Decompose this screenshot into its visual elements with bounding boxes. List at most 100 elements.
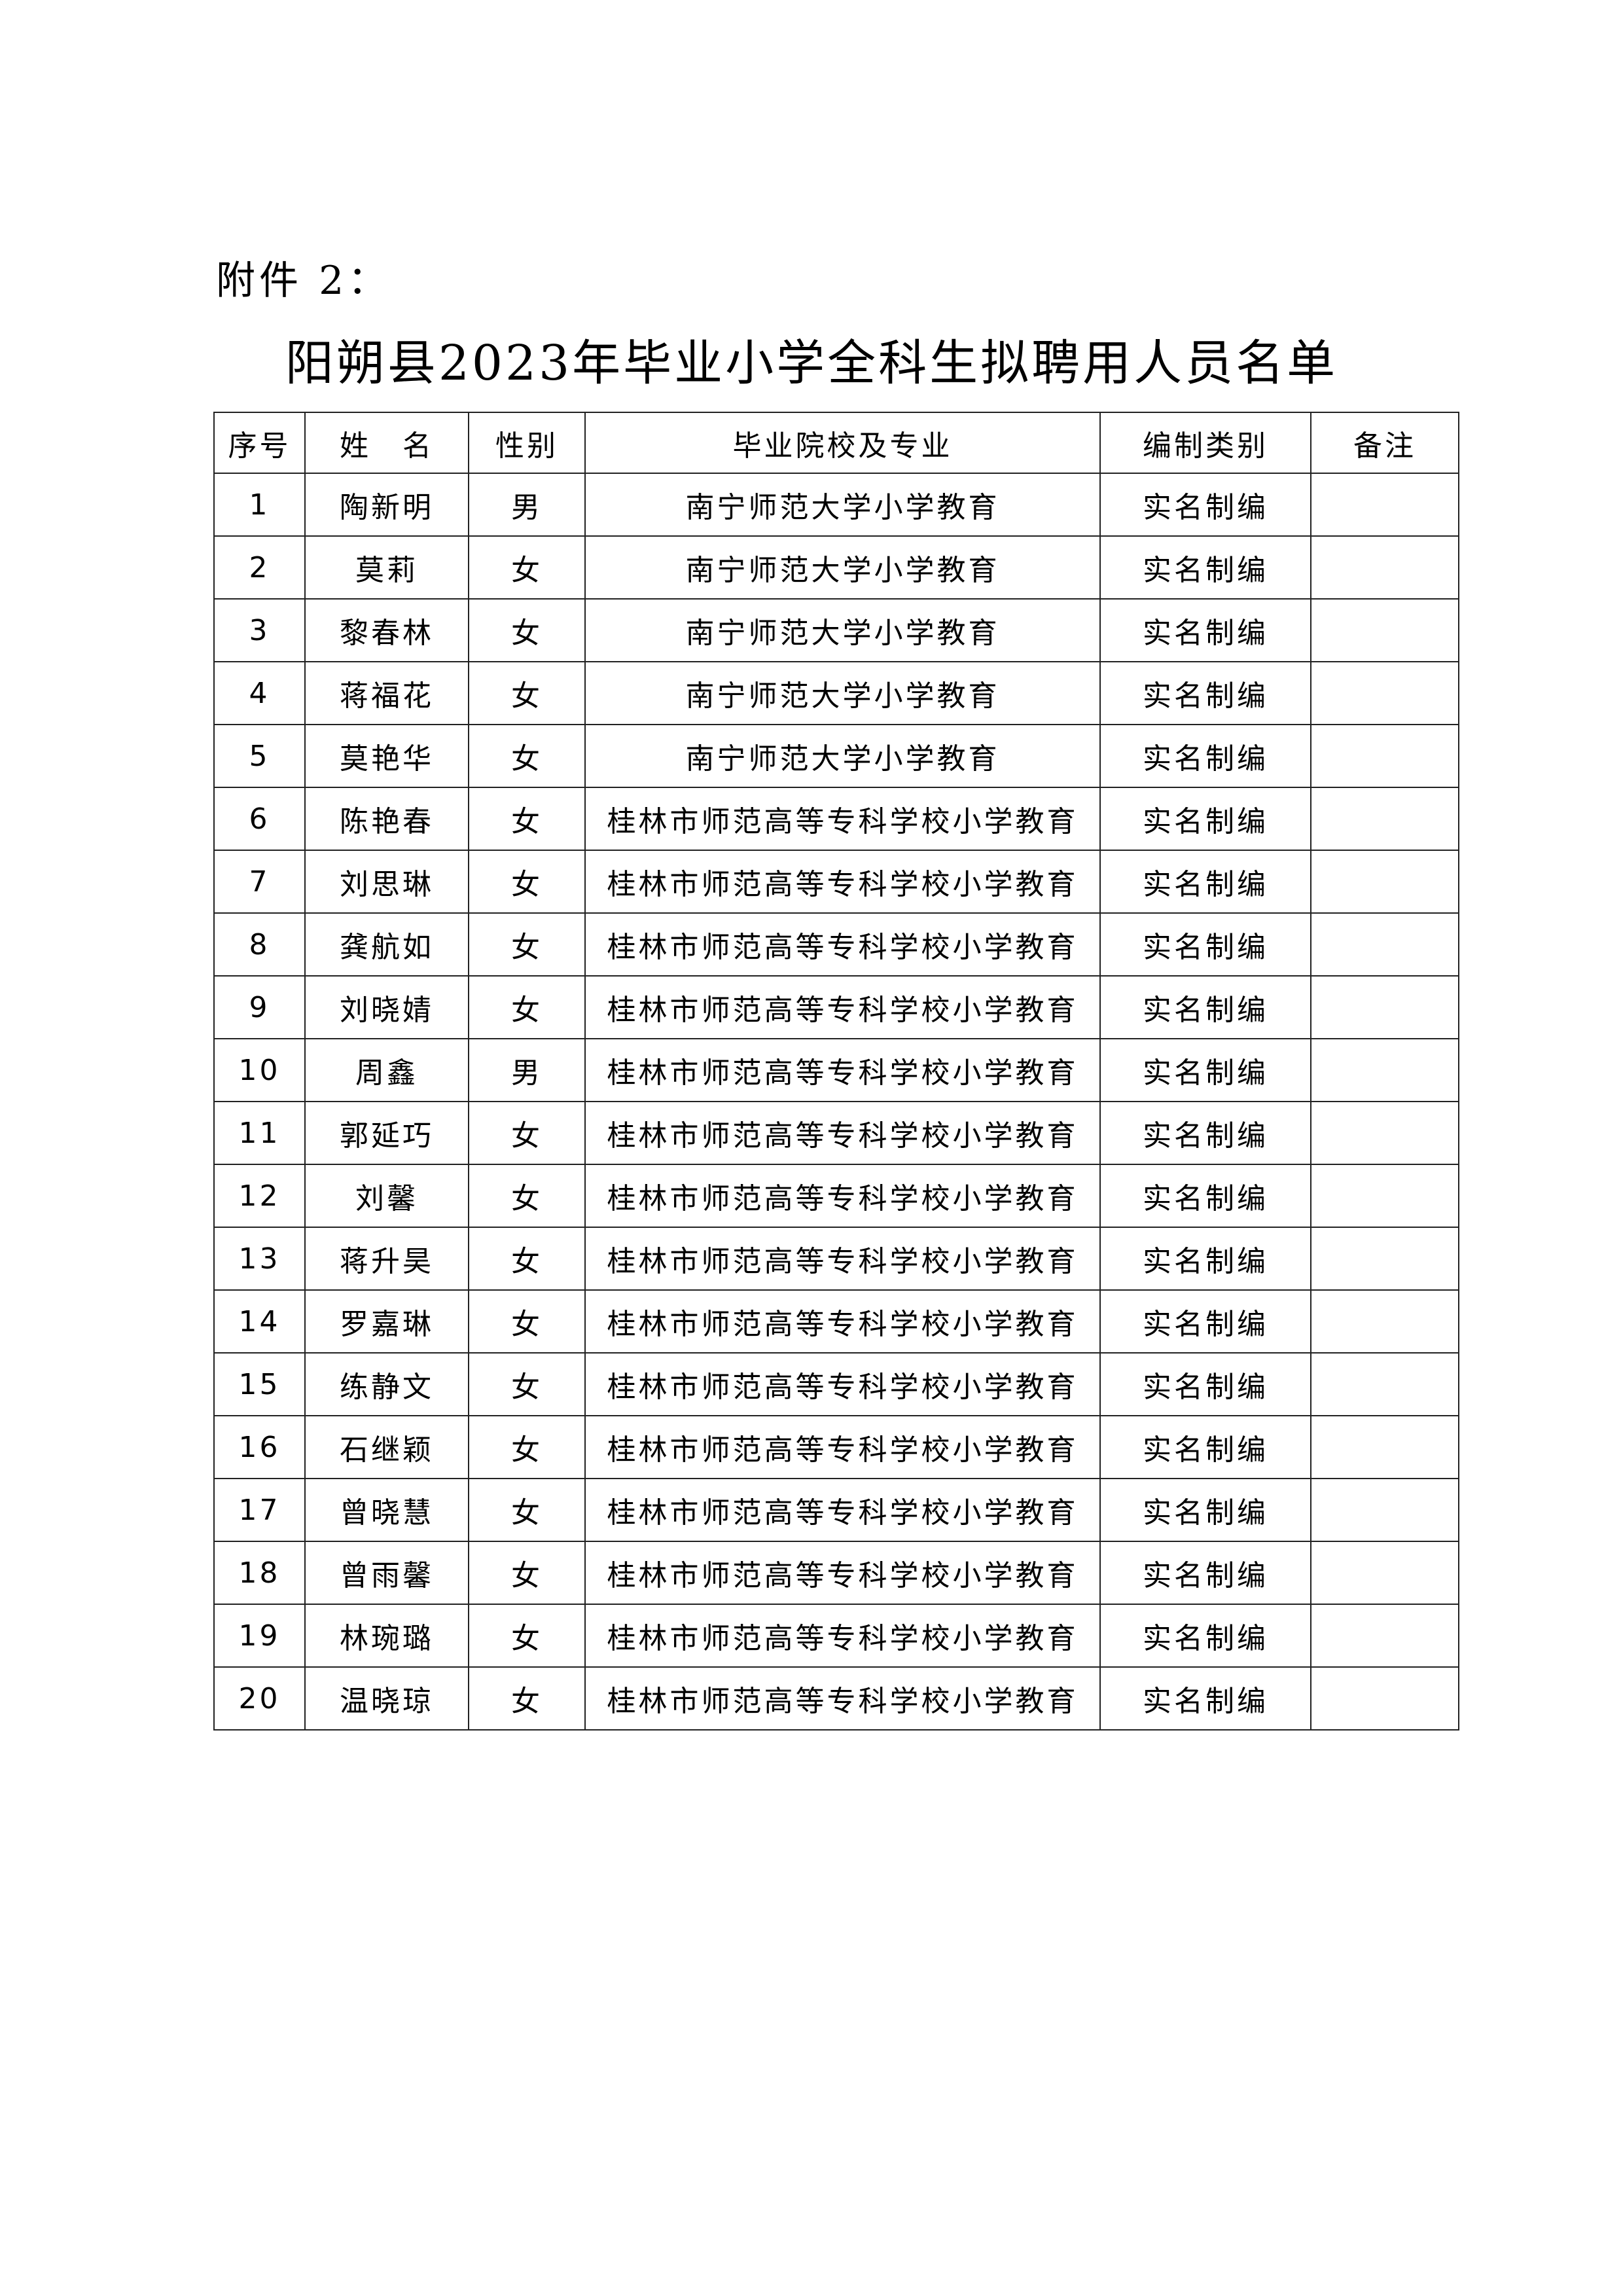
table-row: 4 蒋福花女南宁师范大学小学教育 实名制编 xyxy=(213,661,1459,725)
table-row: 14 罗嘉琳女桂林市师范高等专科学校小学教育 实名制编 xyxy=(213,1289,1459,1354)
cell-index: 1 xyxy=(213,473,306,537)
cell-staffing-type: 实名制编 xyxy=(1099,661,1311,725)
table-row: 17 曾晓慧女桂林市师范高等专科学校小学教育 实名制编 xyxy=(213,1478,1459,1542)
header-staffing-type: 编制类别 xyxy=(1099,412,1311,474)
cell-staffing-type: 实名制编 xyxy=(1099,1289,1311,1354)
cell-school-major: 桂林市师范高等专科学校小学教育 xyxy=(584,787,1101,851)
cell-name: 温晓琼 xyxy=(304,1666,469,1731)
cell-gender: 女 xyxy=(468,975,586,1039)
candidate-table: 序号 姓 名 性别 毕业院校及专业 编制类别 备注 1 陶新明男南宁师范大学小学教… xyxy=(213,412,1459,1731)
cell-remarks xyxy=(1310,535,1459,600)
cell-staffing-type: 实名制编 xyxy=(1099,1541,1311,1605)
cell-gender: 女 xyxy=(468,787,586,851)
header-index: 序号 xyxy=(213,412,306,474)
cell-school-major: 南宁师范大学小学教育 xyxy=(584,724,1101,788)
table-header-row: 序号 姓 名 性别 毕业院校及专业 编制类别 备注 xyxy=(213,412,1459,474)
cell-gender: 女 xyxy=(468,1478,586,1542)
cell-school-major: 桂林市师范高等专科学校小学教育 xyxy=(584,1227,1101,1291)
cell-name: 练静文 xyxy=(304,1352,469,1416)
cell-index: 4 xyxy=(213,661,306,725)
cell-staffing-type: 实名制编 xyxy=(1099,912,1311,977)
table-row: 9 刘晓婧女桂林市师范高等专科学校小学教育 实名制编 xyxy=(213,975,1459,1039)
cell-name: 罗嘉琳 xyxy=(304,1289,469,1354)
cell-school-major: 桂林市师范高等专科学校小学教育 xyxy=(584,1541,1101,1605)
cell-remarks xyxy=(1310,1101,1459,1165)
cell-index: 8 xyxy=(213,912,306,977)
cell-school-major: 桂林市师范高等专科学校小学教育 xyxy=(584,975,1101,1039)
cell-name: 石继颖 xyxy=(304,1415,469,1479)
cell-gender: 女 xyxy=(468,1666,586,1731)
cell-gender: 女 xyxy=(468,1415,586,1479)
cell-remarks xyxy=(1310,850,1459,914)
cell-index: 10 xyxy=(213,1038,306,1102)
table-row: 7 刘思琳女桂林市师范高等专科学校小学教育 实名制编 xyxy=(213,850,1459,914)
cell-gender: 女 xyxy=(468,535,586,600)
table-row: 20 温晓琼女桂林市师范高等专科学校小学教育 实名制编 xyxy=(213,1666,1459,1731)
cell-remarks xyxy=(1310,661,1459,725)
cell-gender: 女 xyxy=(468,1227,586,1291)
cell-index: 7 xyxy=(213,850,306,914)
cell-name: 莫艳华 xyxy=(304,724,469,788)
cell-index: 5 xyxy=(213,724,306,788)
cell-index: 6 xyxy=(213,787,306,851)
table-row: 2 莫莉女南宁师范大学小学教育 实名制编 xyxy=(213,535,1459,600)
cell-staffing-type: 实名制编 xyxy=(1099,1164,1311,1228)
cell-name: 曾晓慧 xyxy=(304,1478,469,1542)
cell-name: 林琬璐 xyxy=(304,1604,469,1668)
cell-index: 15 xyxy=(213,1352,306,1416)
cell-remarks xyxy=(1310,1541,1459,1605)
table-row: 12 刘馨女桂林市师范高等专科学校小学教育 实名制编 xyxy=(213,1164,1459,1228)
cell-school-major: 桂林市师范高等专科学校小学教育 xyxy=(584,1666,1101,1731)
cell-staffing-type: 实名制编 xyxy=(1099,1101,1311,1165)
cell-name: 龚航如 xyxy=(304,912,469,977)
table-row: 1 陶新明男南宁师范大学小学教育 实名制编 xyxy=(213,473,1459,537)
cell-gender: 男 xyxy=(468,473,586,537)
cell-index: 19 xyxy=(213,1604,306,1668)
table-row: 16 石继颖女桂林市师范高等专科学校小学教育 实名制编 xyxy=(213,1415,1459,1479)
cell-staffing-type: 实名制编 xyxy=(1099,975,1311,1039)
cell-staffing-type: 实名制编 xyxy=(1099,850,1311,914)
cell-index: 9 xyxy=(213,975,306,1039)
cell-index: 12 xyxy=(213,1164,306,1228)
cell-gender: 女 xyxy=(468,850,586,914)
table-row: 15 练静文女桂林市师范高等专科学校小学教育 实名制编 xyxy=(213,1352,1459,1416)
cell-school-major: 南宁师范大学小学教育 xyxy=(584,598,1101,662)
cell-name: 陈艳春 xyxy=(304,787,469,851)
header-name: 姓 名 xyxy=(304,412,469,474)
cell-gender: 女 xyxy=(468,724,586,788)
cell-name: 陶新明 xyxy=(304,473,469,537)
cell-staffing-type: 实名制编 xyxy=(1099,724,1311,788)
cell-school-major: 桂林市师范高等专科学校小学教育 xyxy=(584,1415,1101,1479)
cell-staffing-type: 实名制编 xyxy=(1099,1478,1311,1542)
cell-index: 20 xyxy=(213,1666,306,1731)
cell-name: 曾雨馨 xyxy=(304,1541,469,1605)
attachment-label: 附件 2： xyxy=(216,258,391,304)
cell-index: 11 xyxy=(213,1101,306,1165)
cell-index: 3 xyxy=(213,598,306,662)
cell-staffing-type: 实名制编 xyxy=(1099,473,1311,537)
cell-gender: 女 xyxy=(468,1604,586,1668)
cell-remarks xyxy=(1310,473,1459,537)
cell-index: 13 xyxy=(213,1227,306,1291)
cell-gender: 男 xyxy=(468,1038,586,1102)
cell-index: 2 xyxy=(213,535,306,600)
cell-name: 郭延巧 xyxy=(304,1101,469,1165)
cell-gender: 女 xyxy=(468,1289,586,1354)
cell-name: 莫莉 xyxy=(304,535,469,600)
cell-index: 14 xyxy=(213,1289,306,1354)
cell-remarks xyxy=(1310,1227,1459,1291)
table-row: 5 莫艳华女南宁师范大学小学教育 实名制编 xyxy=(213,724,1459,788)
cell-remarks xyxy=(1310,1164,1459,1228)
cell-remarks xyxy=(1310,724,1459,788)
cell-gender: 女 xyxy=(468,598,586,662)
cell-staffing-type: 实名制编 xyxy=(1099,1604,1311,1668)
cell-school-major: 桂林市师范高等专科学校小学教育 xyxy=(584,1478,1101,1542)
cell-school-major: 桂林市师范高等专科学校小学教育 xyxy=(584,1038,1101,1102)
cell-gender: 女 xyxy=(468,661,586,725)
header-gender: 性别 xyxy=(468,412,586,474)
cell-gender: 女 xyxy=(468,1352,586,1416)
cell-remarks xyxy=(1310,1289,1459,1354)
cell-index: 17 xyxy=(213,1478,306,1542)
cell-school-major: 桂林市师范高等专科学校小学教育 xyxy=(584,1352,1101,1416)
cell-staffing-type: 实名制编 xyxy=(1099,787,1311,851)
